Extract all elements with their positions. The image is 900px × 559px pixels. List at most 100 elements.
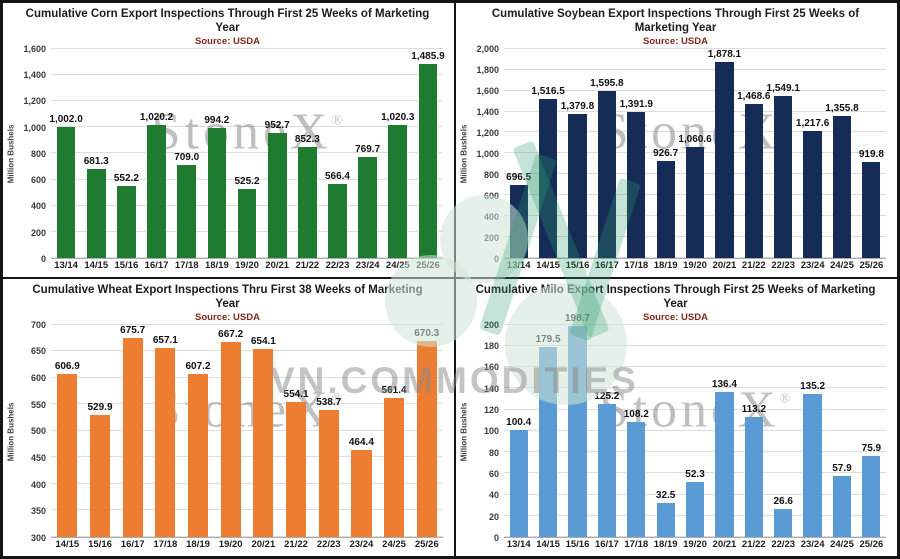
bar-column: 667.2 [214, 325, 247, 537]
bar-value-label: 1,355.8 [825, 103, 859, 115]
plot-area: StoneX® 696.51,516.51,379.81,595.81,391.… [504, 47, 886, 259]
bar-value-label: 554.1 [283, 389, 309, 401]
y-tick-label: 100 [483, 426, 499, 437]
gridline [51, 376, 443, 378]
bar [597, 91, 616, 258]
bar-column: 1,485.9 [411, 49, 445, 258]
gridline [51, 536, 443, 537]
bar-value-label: 529.9 [87, 402, 113, 414]
chart-title: Cumulative Milo Export Inspections Throu… [475, 284, 876, 311]
gridline [51, 509, 443, 511]
y-tick-label: 200 [30, 227, 46, 238]
bar [538, 99, 558, 258]
bar-value-label: 198.7 [564, 313, 590, 325]
x-tick-label: 13/14 [506, 260, 531, 271]
x-tick-label: 13/14 [506, 539, 531, 550]
bar-value-label: 1,060.6 [678, 134, 712, 146]
chart-title: Cumulative Soybean Export Inspections Th… [491, 8, 860, 35]
bar-column: 100.4 [504, 325, 533, 537]
bar-value-label: 1,878.1 [707, 48, 742, 60]
bar [832, 475, 852, 537]
x-tick-label: 21/22 [284, 539, 308, 550]
x-tick-label: 20/21 [712, 260, 737, 271]
bar-column: 136.4 [710, 325, 739, 537]
bar-column: 464.4 [345, 325, 378, 537]
bar-column: 1,217.6 [796, 49, 829, 258]
x-tick-label: 24/25 [385, 260, 410, 271]
x-tick-label: 14/15 [84, 260, 109, 271]
bars-layer: 606.9 529.9 675.7 657.1 607.2 667.2 654.1 554.1… [51, 325, 443, 537]
bar [388, 124, 408, 258]
y-tick-label: 450 [30, 453, 46, 464]
x-tick-label: 16/17 [594, 539, 619, 550]
bar-value-label: 675.7 [120, 324, 146, 336]
x-tick-label: 22/23 [771, 539, 796, 550]
y-tick-label: 1,000 [476, 148, 499, 159]
gridline [504, 472, 886, 474]
bar-value-label: 994.2 [204, 114, 230, 126]
bar [538, 346, 558, 537]
bar-value-label: 75.9 [861, 443, 882, 455]
y-axis-label: Million Bushels [459, 124, 469, 184]
x-tick-label: 18/19 [186, 539, 210, 550]
bar [744, 104, 763, 258]
bar [803, 130, 822, 258]
x-tick-label: 18/19 [204, 260, 229, 271]
y-tick-label: 1,400 [23, 70, 46, 81]
bar-value-label: 1,549.1 [766, 82, 800, 94]
y-tick-label: 800 [30, 148, 46, 159]
x-tick-label: 16/17 [120, 539, 145, 550]
y-tick-label: 180 [483, 341, 499, 352]
bar [774, 508, 793, 537]
bar-column: 675.7 [116, 325, 149, 537]
gridline [51, 482, 443, 484]
bar [297, 146, 317, 258]
bar-column: 1,549.1 [766, 49, 800, 258]
bar-value-label: 1,020.2 [139, 111, 174, 123]
chart-area: Million Bushels 0 200 400 600 800 1,000 1,200 1… [458, 44, 893, 264]
bar-column: 852.3 [292, 49, 322, 258]
y-tick-label: 650 [30, 346, 46, 357]
y-tick-label: 2,000 [476, 43, 499, 54]
y-tick-label: 1,200 [476, 127, 499, 138]
gridline [51, 152, 443, 154]
x-tick-label: 20/21 [265, 260, 290, 271]
bar-value-label: 57.9 [832, 462, 852, 474]
bar-value-label: 1,379.8 [560, 100, 595, 112]
bar-column: 926.7 [651, 49, 680, 258]
bar [351, 449, 372, 537]
x-axis-labels: 14/15 15/16 16/17 17/18 18/19 19/20 20/21 21/22… [51, 539, 443, 554]
chart-area: Million Bushels 0 200 400 600 800 1,000 1,200 1… [5, 44, 450, 264]
gridline [504, 323, 886, 325]
x-tick-label: 14/15 [536, 260, 560, 271]
bar [117, 185, 136, 258]
y-tick-label: 500 [30, 426, 46, 437]
bar-column: 108.2 [622, 325, 651, 537]
bar-value-label: 919.8 [858, 148, 884, 160]
bar [715, 392, 734, 537]
bar-value-label: 926.7 [653, 148, 679, 160]
gridline [51, 456, 443, 458]
bar-column: 125.2 [592, 325, 621, 537]
chart-area: Million Bushels 0 20 40 60 80 100 120 140 160 180… [458, 313, 893, 543]
bar [122, 337, 143, 537]
milo-chart-panel: Cumulative Milo Export Inspections Throu… [455, 278, 898, 557]
gridline [51, 178, 443, 180]
bar [568, 326, 587, 537]
x-tick-label: 16/17 [144, 260, 169, 271]
bar [509, 185, 528, 258]
bar-column: 113.2 [739, 325, 768, 537]
bar-column: 994.2 [202, 49, 232, 258]
bar [358, 157, 377, 258]
y-tick-label: 300 [30, 533, 46, 543]
y-tick-label: 1,800 [476, 64, 499, 75]
bar [147, 124, 166, 258]
bar [155, 347, 176, 537]
plot-area: StoneX® 100.4 179.5 198.7 125.2 108.2 32.5 52.… [504, 313, 886, 538]
bar-column: 554.1 [280, 325, 313, 537]
chart-title: Cumulative Wheat Export Inspections Thru… [32, 284, 423, 311]
bar-column: 26.6 [769, 325, 798, 537]
bar [568, 113, 587, 258]
bar-column: 919.8 [857, 49, 886, 258]
